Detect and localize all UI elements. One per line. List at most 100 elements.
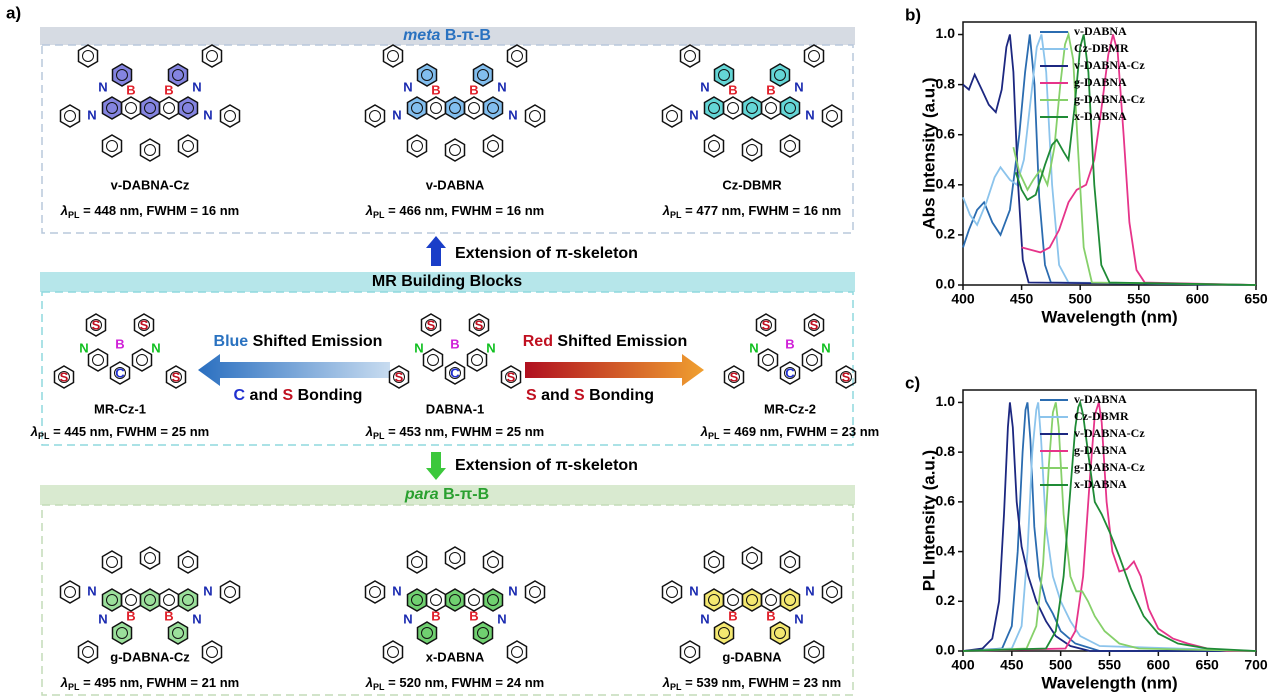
molecule-ring — [424, 349, 443, 371]
ring-inner — [388, 51, 399, 62]
molecule-caption: λPL = 448 nm, FWHM = 16 nm — [60, 203, 239, 220]
ring-inner — [107, 141, 118, 152]
ring-inner — [164, 595, 175, 606]
molecule-ring — [408, 97, 427, 119]
molecule-ring — [715, 622, 734, 644]
molecule-ring — [705, 135, 724, 157]
molecule-ring — [79, 641, 98, 663]
ring-inner — [225, 111, 236, 122]
legend-label: x-DABNA — [1074, 477, 1127, 491]
ring-inner — [488, 557, 499, 568]
atom-label: C — [785, 365, 795, 380]
ring-inner — [747, 145, 758, 156]
data-line — [963, 35, 1256, 286]
molecule-ring — [484, 135, 503, 157]
molecule-ring — [705, 551, 724, 573]
y-tick-label: 0.0 — [936, 642, 956, 658]
ring-inner — [388, 647, 399, 658]
molecule-ring — [759, 349, 778, 371]
arrow-text: S and S Bonding — [526, 387, 654, 404]
legend-label: Cz-DBMR — [1074, 409, 1129, 423]
molecule-ring — [526, 581, 545, 603]
molecule-ring — [705, 97, 724, 119]
ring-inner — [65, 111, 76, 122]
ring-inner — [785, 141, 796, 152]
molecule-ring — [408, 589, 427, 611]
caption-part: = 539 nm, FWHM = 23 nm — [682, 675, 842, 690]
molecule-ring — [526, 105, 545, 127]
x-tick-label: 700 — [1244, 657, 1268, 673]
atom-label: N — [403, 611, 412, 626]
caption-part: λ — [700, 424, 708, 439]
atom-label: B — [431, 608, 440, 623]
ring-inner — [728, 595, 739, 606]
atom-label: B — [728, 82, 737, 97]
caption-part: λ — [60, 203, 68, 218]
atom-label: S — [172, 369, 181, 384]
ring-inner — [145, 145, 156, 156]
ring-inner — [450, 553, 461, 564]
molecule-ring — [781, 135, 800, 157]
ring-inner — [728, 103, 739, 114]
molecule-ring — [771, 622, 790, 644]
ring-inner — [709, 141, 720, 152]
y-tick-label: 0.0 — [936, 276, 956, 292]
ring-inner — [827, 587, 838, 598]
arrow-down — [426, 452, 446, 480]
molecule-ring — [221, 581, 240, 603]
molecule-ring — [122, 97, 141, 119]
molecule-ring — [446, 589, 465, 611]
atom-label: S — [92, 317, 101, 332]
molecule-name: MR-Cz-1 — [94, 401, 146, 416]
ring-inner — [685, 647, 696, 658]
atom-label: N — [805, 107, 814, 122]
caption-part: PL — [68, 682, 80, 692]
atom-label: N — [98, 611, 107, 626]
caption-part: PL — [373, 210, 385, 220]
molecule-ring — [823, 105, 842, 127]
molecule-ring — [803, 349, 822, 371]
atom-label: B — [469, 82, 478, 97]
caption-part: PL — [670, 210, 682, 220]
molecule-ring — [160, 97, 179, 119]
ring-inner — [809, 647, 820, 658]
molecule-ring — [663, 581, 682, 603]
molecule-name: DABNA-1 — [426, 401, 485, 416]
molecule-ring — [484, 551, 503, 573]
legend-label: g-DABNA — [1074, 443, 1127, 457]
molecule-ring — [203, 641, 222, 663]
ring-inner — [412, 557, 423, 568]
caption-part: PL — [373, 682, 385, 692]
caption-part: λ — [662, 675, 670, 690]
molecule-ring — [663, 105, 682, 127]
atom-label: N — [508, 107, 517, 122]
molecule-ring — [805, 45, 824, 67]
atom-label: N — [151, 340, 160, 355]
x-tick-label: 600 — [1147, 657, 1171, 673]
ring-inner — [126, 103, 137, 114]
molecule-ring — [484, 589, 503, 611]
atom-label: B — [126, 82, 135, 97]
molecule-ring — [133, 349, 152, 371]
atom-label: N — [203, 107, 212, 122]
molecule-ring — [781, 551, 800, 573]
legend-label: v-DABNA — [1074, 392, 1127, 406]
atom-label: B — [469, 608, 478, 623]
molecule-caption: λPL = 453 nm, FWHM = 25 nm — [365, 424, 544, 441]
arrow-text: Extension of π-skeleton — [455, 245, 638, 262]
molecule-ring — [103, 97, 122, 119]
atom-label: S — [140, 317, 149, 332]
x-tick-label: 500 — [1049, 657, 1073, 673]
legend-label: v-DABNA-Cz — [1074, 426, 1145, 440]
arrow-up — [426, 236, 446, 266]
ring-inner — [469, 103, 480, 114]
molecule-ring — [408, 551, 427, 573]
atom-label: S — [810, 317, 819, 332]
ring-inner — [164, 103, 175, 114]
ring-inner — [431, 103, 442, 114]
molecule-ring — [179, 135, 198, 157]
ring-inner — [809, 51, 820, 62]
molecule-ring — [384, 45, 403, 67]
atom-label: N — [805, 583, 814, 598]
ring-inner — [225, 587, 236, 598]
